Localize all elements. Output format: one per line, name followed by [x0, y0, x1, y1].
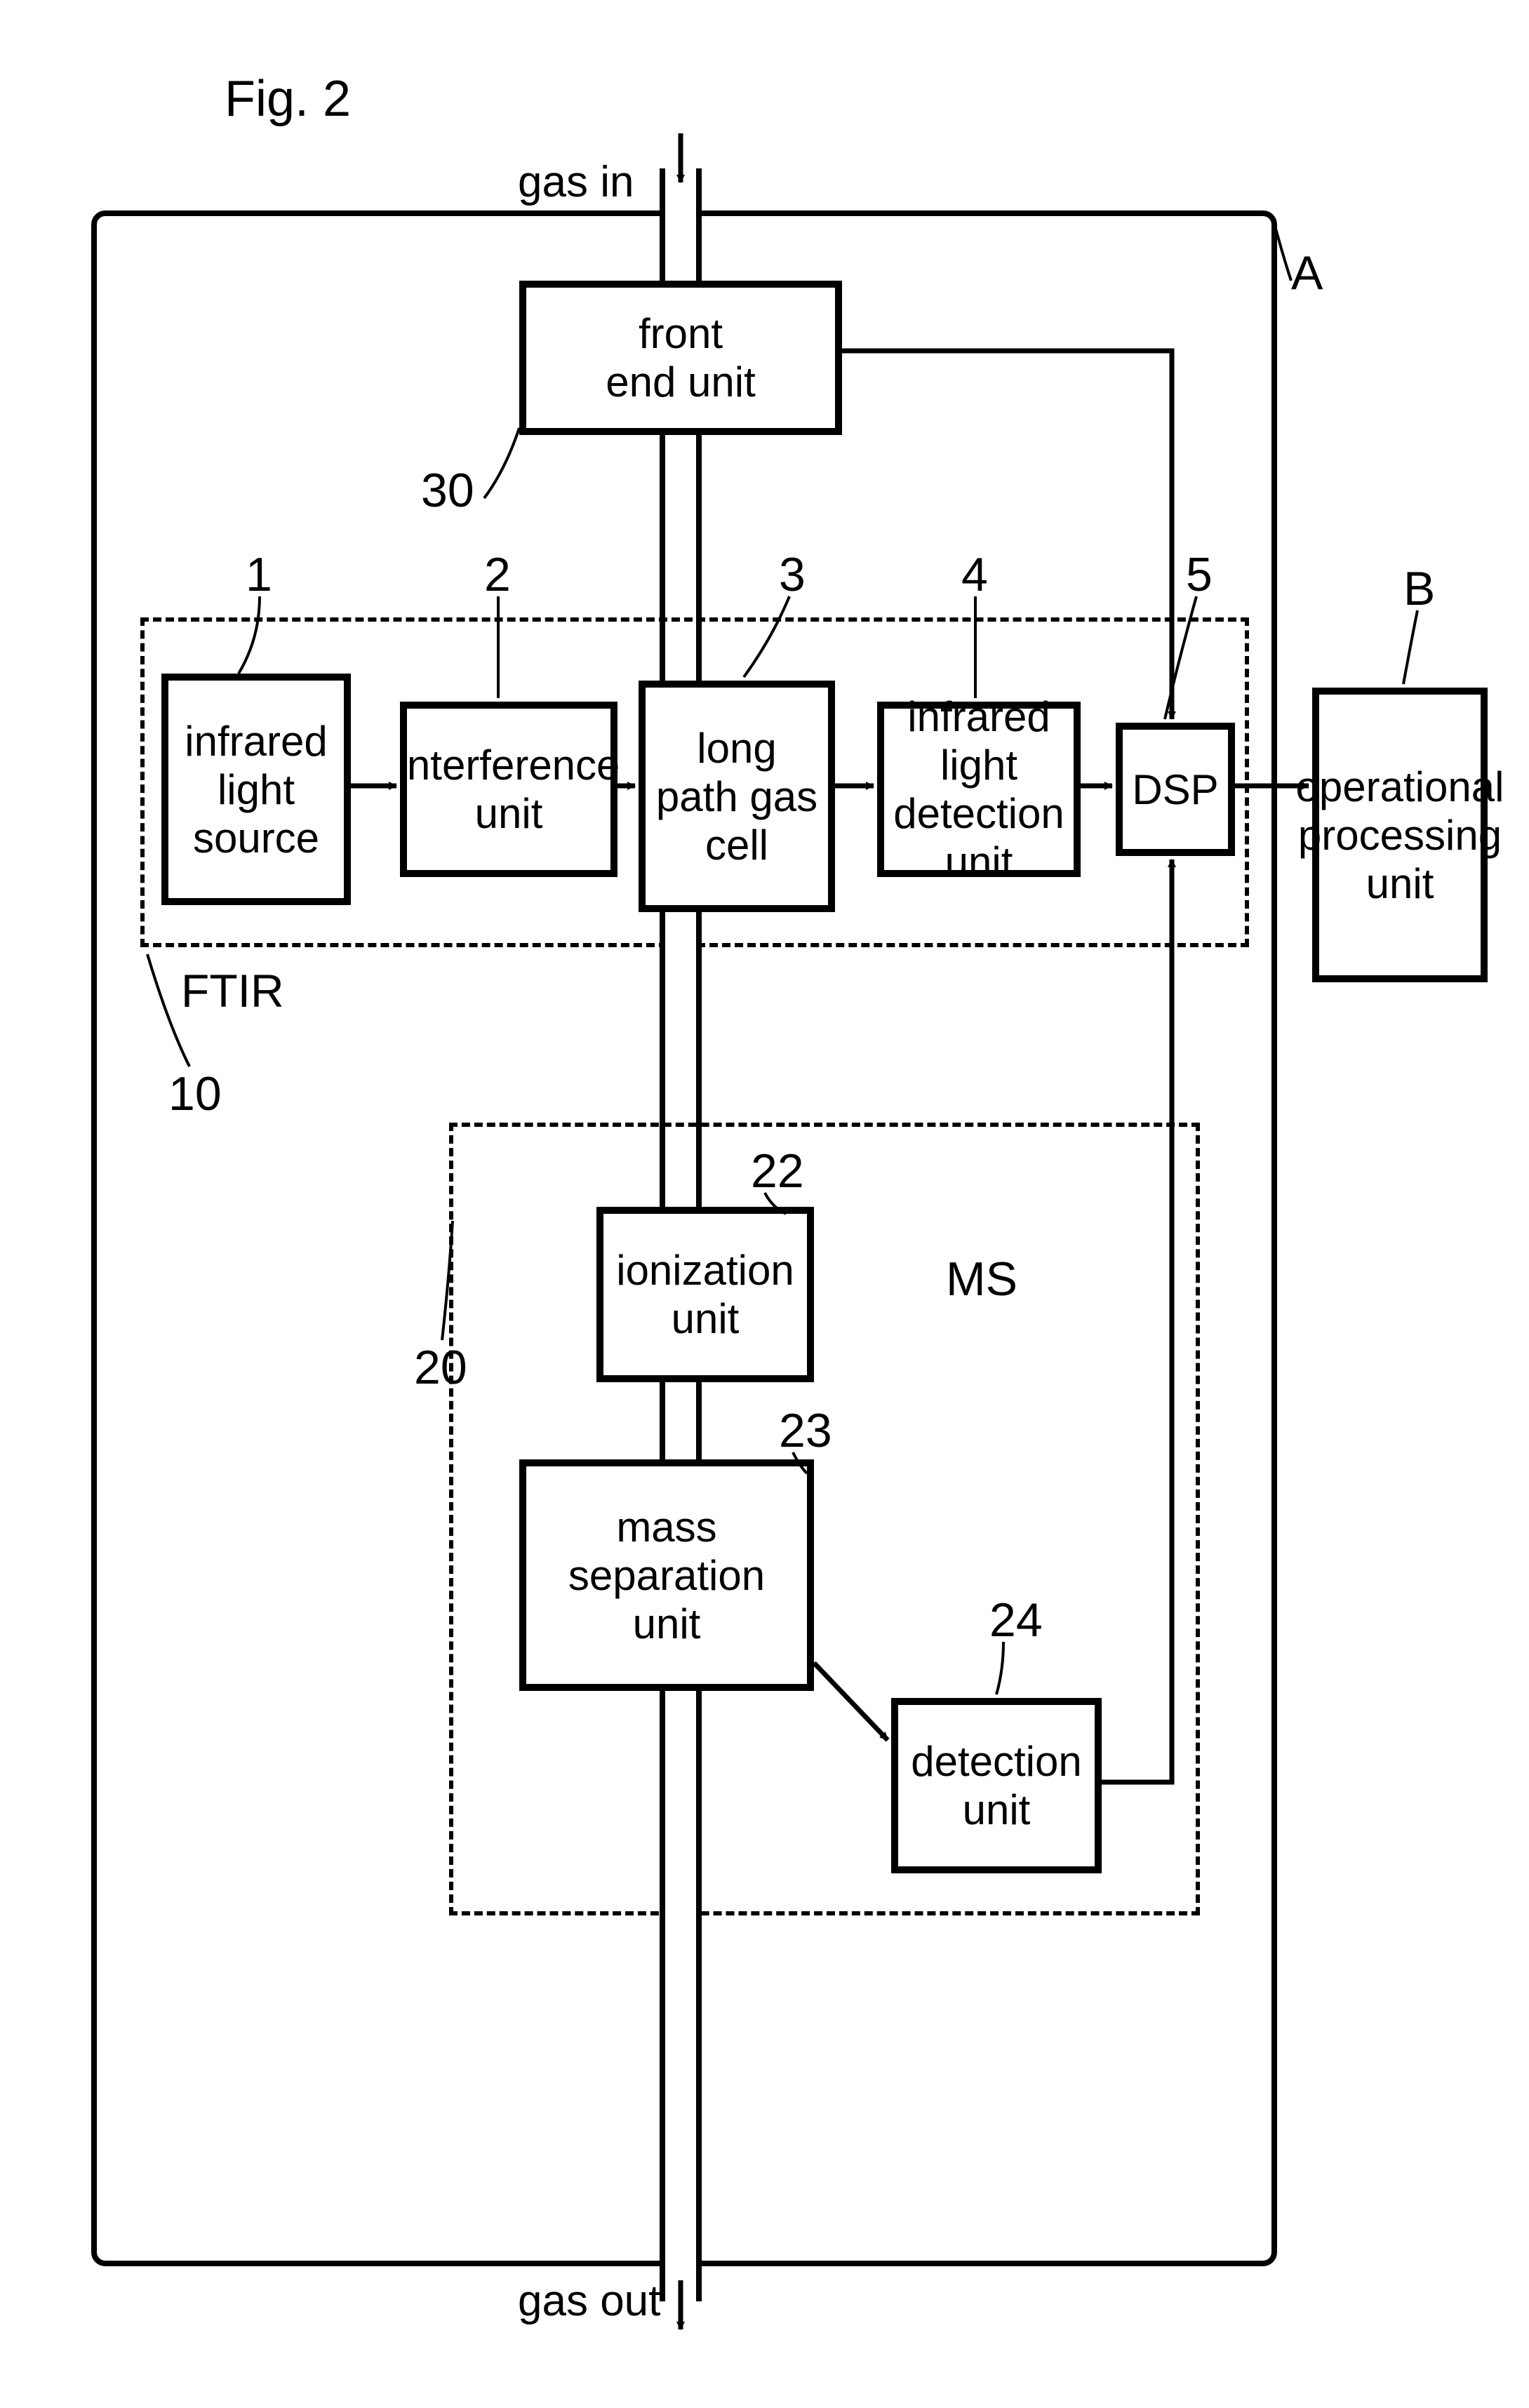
ref-4: 4: [961, 547, 988, 602]
ref-20: 20: [414, 1340, 467, 1395]
ref-10: 10: [168, 1066, 222, 1121]
op-processing-block: operational processing unit: [1312, 688, 1488, 982]
detection-block: detection unit: [891, 1698, 1102, 1873]
ref-3: 3: [779, 547, 806, 602]
ref-2: 2: [484, 547, 511, 602]
ref-22: 22: [751, 1144, 804, 1198]
ir-detect-block: infrared light detection unit: [877, 702, 1081, 877]
pipe-mass-out: [660, 1691, 702, 2301]
ref-A: A: [1291, 246, 1323, 300]
front-end-unit-block: front end unit: [519, 281, 842, 435]
mass-separation-block: mass separation unit: [519, 1459, 814, 1691]
ms-label: MS: [940, 1249, 1023, 1309]
figure-title: Fig. 2: [225, 70, 351, 128]
dsp-block: DSP: [1116, 723, 1235, 856]
gas-cell-block: long path gas cell: [639, 681, 835, 912]
ref-24: 24: [989, 1593, 1043, 1647]
gas-out-label: gas out: [512, 2273, 666, 2329]
ftir-label: FTIR: [175, 961, 290, 1020]
pipe-ion-mass: [660, 1382, 702, 1466]
pipe-gas-in: [660, 168, 702, 288]
ref-1: 1: [246, 547, 272, 602]
ref-23: 23: [779, 1403, 832, 1458]
ir-source-block: infrared light source: [161, 674, 351, 905]
gas-in-label: gas in: [512, 154, 639, 210]
ionization-block: ionization unit: [596, 1207, 814, 1382]
ref-B: B: [1403, 561, 1435, 616]
diagram-canvas: Fig. 2 gas in gas out front end unit inf…: [28, 28, 1502, 2343]
ref-30: 30: [421, 463, 474, 518]
interference-block: interference unit: [400, 702, 617, 877]
ref-5: 5: [1186, 547, 1213, 602]
